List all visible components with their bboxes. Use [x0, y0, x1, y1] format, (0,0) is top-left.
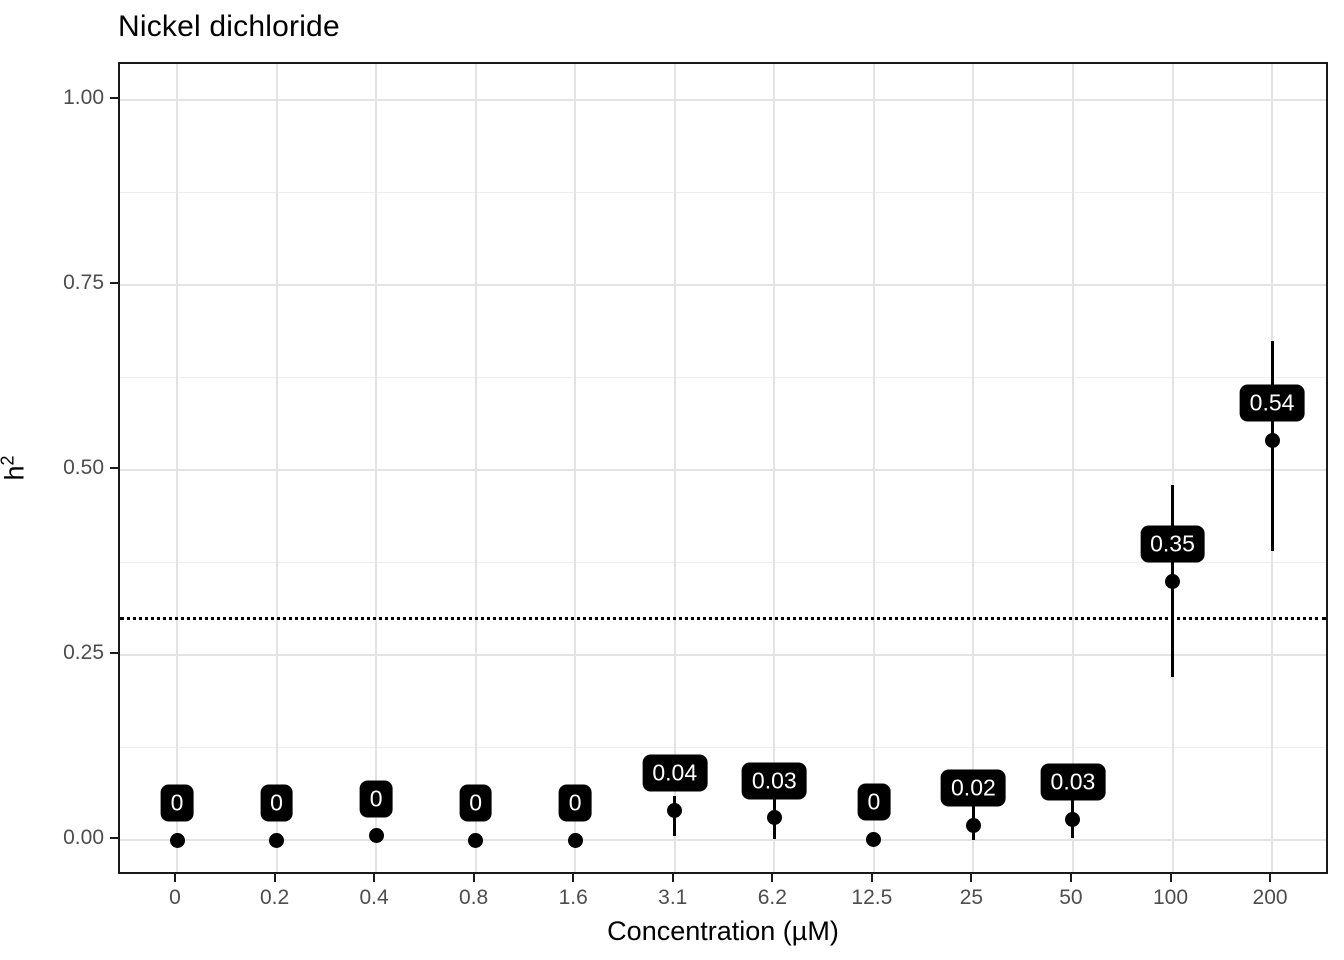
grid-major-vertical	[673, 64, 676, 872]
x-tick-label: 25	[959, 886, 984, 909]
grid-major-vertical	[972, 64, 975, 872]
y-axis-title: h2	[0, 455, 31, 480]
x-tick-mark	[970, 874, 973, 882]
data-point	[866, 831, 882, 847]
x-tick-label: 0	[169, 886, 181, 909]
x-tick-label: 0.2	[259, 886, 290, 909]
y-tick-mark	[110, 467, 118, 469]
data-point	[965, 817, 981, 833]
value-label: 0.35	[1140, 525, 1205, 563]
value-label: 0.03	[741, 762, 807, 800]
x-tick-label: 0.8	[459, 886, 489, 909]
data-point	[1165, 573, 1180, 589]
x-tick-mark	[771, 874, 774, 882]
y-tick-label: 0.25	[63, 641, 104, 664]
data-point	[368, 828, 384, 844]
x-tick-label: 100	[1152, 886, 1189, 909]
grid-minor-horizontal	[120, 377, 1326, 378]
grid-major-vertical	[176, 64, 178, 872]
x-tick-label: 12.5	[851, 886, 893, 909]
y-tick-mark	[110, 97, 118, 99]
grid-major-vertical	[1071, 64, 1074, 872]
grid-major-vertical	[872, 64, 875, 872]
value-label: 0.54	[1239, 384, 1305, 422]
value-label: 0.04	[642, 754, 708, 792]
grid-major-horizontal	[120, 839, 1326, 841]
grid-major-vertical	[275, 64, 278, 872]
y-tick-label: 1.00	[63, 86, 104, 109]
x-tick-label: 1.6	[558, 886, 588, 909]
value-label: 0.02	[941, 769, 1006, 807]
x-tick-label: 6.2	[757, 886, 787, 909]
y-tick-label: 0.50	[63, 456, 104, 479]
x-tick-label: 0.4	[359, 886, 389, 909]
grid-major-horizontal	[120, 99, 1326, 101]
x-tick-mark	[174, 874, 176, 882]
x-tick-mark	[1169, 874, 1172, 882]
grid-major-vertical	[574, 64, 577, 872]
grid-minor-horizontal	[120, 747, 1326, 748]
value-label: 0	[359, 780, 393, 818]
value-label: 0	[459, 784, 493, 822]
y-tick-mark	[110, 837, 118, 839]
value-label: 0.03	[1040, 763, 1106, 801]
data-point	[169, 832, 185, 848]
x-tick-mark	[373, 874, 376, 882]
grid-major-vertical	[773, 64, 776, 872]
grid-major-vertical	[474, 64, 477, 872]
x-tick-mark	[572, 874, 575, 882]
grid-major-vertical	[375, 64, 378, 872]
y-tick-label: 0.75	[63, 271, 104, 294]
value-label: 0	[160, 784, 194, 822]
x-tick-label: 3.1	[658, 886, 688, 909]
x-tick-mark	[1069, 874, 1072, 882]
x-tick-mark	[1269, 874, 1272, 882]
chart-title: Nickel dichloride	[118, 10, 340, 43]
grid-major-horizontal	[120, 469, 1326, 471]
data-point	[567, 832, 583, 848]
x-tick-mark	[273, 874, 276, 882]
x-tick-mark	[671, 874, 674, 882]
value-label: 0	[260, 784, 293, 822]
grid-major-horizontal	[120, 284, 1326, 286]
data-point	[1065, 811, 1081, 827]
grid-major-horizontal	[120, 654, 1326, 656]
y-tick-mark	[110, 652, 118, 654]
x-tick-label: 200	[1252, 886, 1288, 909]
grid-minor-horizontal	[120, 192, 1326, 193]
value-label: 0	[558, 784, 592, 822]
grid-minor-horizontal	[120, 562, 1326, 563]
grid-major-vertical	[1171, 64, 1174, 872]
x-axis-title: Concentration (µM)	[607, 916, 839, 946]
data-point	[667, 802, 683, 818]
x-tick-mark	[870, 874, 873, 882]
data-point	[269, 832, 285, 848]
y-axis-title-exponent: 2	[0, 455, 18, 465]
y-axis-title-base: h	[0, 465, 30, 481]
x-tick-mark	[472, 874, 475, 882]
data-point	[766, 810, 782, 826]
data-point	[1264, 432, 1280, 448]
data-point	[468, 832, 484, 848]
reference-line	[120, 616, 1326, 620]
value-label: 0	[857, 783, 891, 821]
x-tick-label: 50	[1059, 886, 1083, 909]
y-tick-label: 0.00	[63, 826, 104, 849]
y-tick-mark	[110, 282, 118, 284]
plot-panel: 0 0 0 0 0 0.04 0.03 0 0.02 0.03 0.35 0.54	[118, 62, 1328, 874]
